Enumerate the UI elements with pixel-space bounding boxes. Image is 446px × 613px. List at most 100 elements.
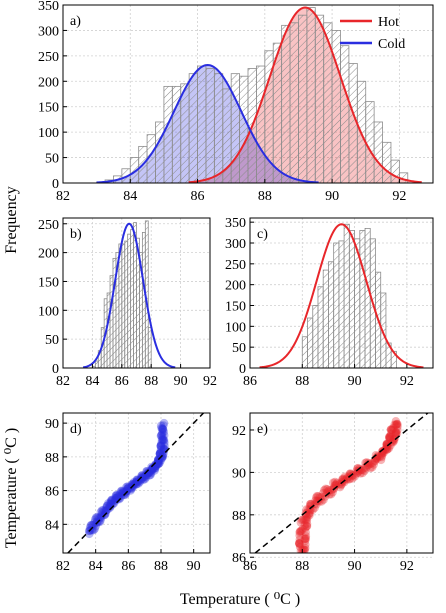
scatter-point — [382, 439, 391, 449]
scatter-point — [353, 468, 363, 477]
scatter-point — [340, 472, 350, 481]
y-tick-label: 150 — [38, 101, 59, 116]
panel-label-d: d) — [70, 422, 82, 437]
hot-fit-curve — [188, 6, 422, 183]
scatter-point — [354, 466, 363, 476]
y-tick-label: 350 — [225, 216, 246, 231]
scatter-point — [387, 425, 396, 435]
scatter-point — [159, 421, 168, 430]
x-tick-label: 88 — [144, 374, 158, 389]
scatter-point — [302, 519, 312, 529]
scatter-point — [298, 515, 308, 524]
x-tick-label: 90 — [348, 374, 362, 389]
scatter-point — [123, 483, 132, 493]
scatter-point — [141, 470, 151, 480]
y-tick-label: 88 — [45, 451, 59, 466]
scatter-point — [154, 459, 163, 469]
scatter-point — [106, 497, 116, 506]
scatter-point — [158, 432, 167, 442]
panel-label-c: c) — [257, 227, 268, 242]
scatter-point — [123, 484, 133, 493]
scatter-point — [112, 491, 122, 500]
scatter-point — [138, 473, 147, 482]
histogram-bar — [328, 261, 335, 368]
scatter-point — [148, 463, 157, 473]
scatter-point — [154, 459, 163, 469]
scatter-point — [146, 470, 155, 480]
scatter-point — [331, 480, 341, 490]
y-tick-label: 0 — [52, 362, 59, 377]
plot-area — [259, 223, 424, 368]
scatter-point — [140, 472, 149, 482]
scatter-point — [90, 515, 100, 524]
scatter-point — [298, 524, 307, 533]
scatter-point — [323, 487, 332, 496]
scatter-point — [360, 463, 369, 472]
x-tick-label: 82 — [56, 189, 70, 204]
scatter-point — [388, 438, 398, 447]
scatter-point — [156, 431, 166, 441]
histogram-bar — [312, 305, 319, 368]
scatter-point — [383, 445, 392, 454]
scatter-point — [300, 520, 309, 530]
legend-label-cold: Cold — [378, 37, 405, 52]
x-tick-label: 84 — [89, 559, 103, 574]
scatter-point — [88, 520, 97, 530]
scatter-y-axis-title: Temperature ( ⁰C ) — [3, 428, 20, 548]
scatter-point — [108, 496, 117, 505]
histogram-bar — [314, 14, 325, 183]
scatter-point — [346, 469, 355, 478]
scatter-point — [156, 421, 166, 430]
panel-label-a: a) — [70, 14, 81, 29]
scatter-point — [97, 506, 107, 515]
y-tick-label: 50 — [45, 333, 59, 348]
scatter-point — [158, 428, 167, 437]
scatter-point — [302, 522, 311, 531]
identity-reference-line — [67, 413, 205, 553]
y-tick-label: 200 — [38, 75, 59, 90]
scatter-point — [158, 435, 167, 444]
scatter-point — [344, 475, 353, 484]
legend-label-hot: Hot — [378, 15, 399, 30]
histogram-bar — [373, 121, 383, 183]
scatter-point — [302, 521, 312, 531]
scatter-point — [96, 516, 105, 526]
scatter-point — [386, 425, 396, 434]
x-tick-label: 86 — [243, 374, 257, 389]
scatter-point — [306, 505, 315, 515]
histogram-bar — [256, 65, 266, 183]
scatter-point — [332, 478, 342, 488]
scatter-point — [303, 513, 312, 522]
scatter-point — [153, 459, 162, 468]
scatter-point — [313, 496, 323, 506]
scatter-point — [137, 471, 146, 480]
scatter-point — [151, 460, 160, 469]
y-tick-label: 100 — [225, 320, 246, 335]
scatter-point — [301, 528, 310, 537]
scatter-point — [312, 496, 322, 505]
y-tick-label: 150 — [38, 275, 59, 290]
scatter-point — [112, 490, 121, 500]
scatter-point — [352, 469, 362, 478]
scatter-point — [99, 505, 108, 515]
x-tick-label: 88 — [154, 559, 168, 574]
scatter-point — [393, 422, 402, 431]
x-tick-label: 90 — [348, 559, 362, 574]
scatter-point — [156, 441, 165, 451]
scatter-point — [323, 485, 332, 494]
panel-d-cold-scatter: 82 84 86 88 90 84 86 88 90 d) — [45, 412, 211, 574]
scatter-point — [144, 468, 153, 477]
scatter-point — [373, 451, 382, 461]
scatter-point — [353, 464, 362, 473]
scatter-point — [157, 424, 167, 434]
scatter-point — [124, 482, 134, 492]
scatter-point — [325, 490, 334, 499]
scatter-point — [301, 534, 310, 544]
scatter-point — [123, 484, 132, 494]
scatter-point — [117, 491, 126, 500]
y-tick-label: 50 — [232, 341, 246, 356]
histogram-bar — [340, 45, 350, 183]
scatter-point — [110, 498, 119, 508]
scatter-point — [385, 432, 395, 441]
